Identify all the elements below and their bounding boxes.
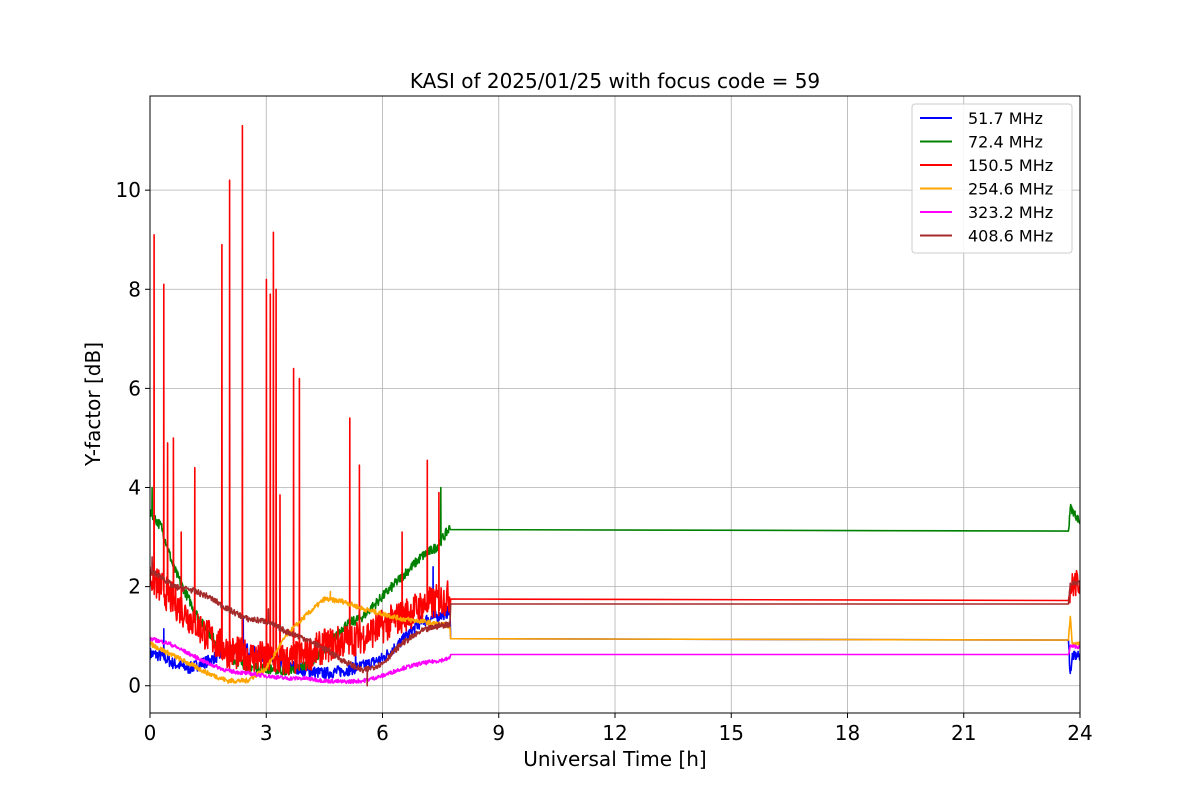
x-tick-label: 0 bbox=[144, 721, 157, 745]
x-tick-label: 6 bbox=[376, 721, 389, 745]
legend-label: 150.5 MHz bbox=[968, 156, 1053, 175]
y-tick-label: 2 bbox=[128, 575, 141, 599]
series-line bbox=[150, 124, 1080, 676]
x-tick-label: 18 bbox=[835, 721, 860, 745]
legend-label: 51.7 MHz bbox=[968, 109, 1043, 128]
y-axis-label: Y-factor [dB] bbox=[81, 342, 105, 467]
y-tick-label: 4 bbox=[128, 476, 141, 500]
y-tick-label: 10 bbox=[116, 178, 141, 202]
x-axis-ticks: 0 3 6 9 12 15 18 21 24 bbox=[144, 713, 1093, 745]
series-line bbox=[150, 556, 1080, 687]
legend-label: 72.4 MHz bbox=[968, 133, 1043, 152]
y-tick-label: 8 bbox=[128, 277, 141, 301]
x-axis-label: Universal Time [h] bbox=[523, 747, 706, 771]
legend-label: 254.6 MHz bbox=[968, 180, 1053, 199]
y-axis-ticks: 0 2 4 6 8 10 bbox=[116, 178, 150, 698]
x-tick-label: 24 bbox=[1067, 721, 1092, 745]
x-tick-label: 9 bbox=[492, 721, 505, 745]
series-lines bbox=[150, 124, 1080, 687]
x-tick-label: 12 bbox=[602, 721, 627, 745]
y-tick-label: 0 bbox=[128, 674, 141, 698]
x-tick-label: 21 bbox=[951, 721, 976, 745]
series-line bbox=[150, 636, 1080, 685]
chart-title: KASI of 2025/01/25 with focus code = 59 bbox=[410, 69, 820, 93]
y-tick-label: 6 bbox=[128, 376, 141, 400]
series-line bbox=[150, 590, 1080, 684]
legend-label: 323.2 MHz bbox=[968, 203, 1053, 222]
x-tick-label: 3 bbox=[260, 721, 273, 745]
legend-label: 408.6 MHz bbox=[968, 227, 1053, 246]
legend: 51.7 MHz 72.4 MHz 150.5 MHz 254.6 MHz 32… bbox=[911, 103, 1073, 254]
x-tick-label: 15 bbox=[719, 721, 744, 745]
